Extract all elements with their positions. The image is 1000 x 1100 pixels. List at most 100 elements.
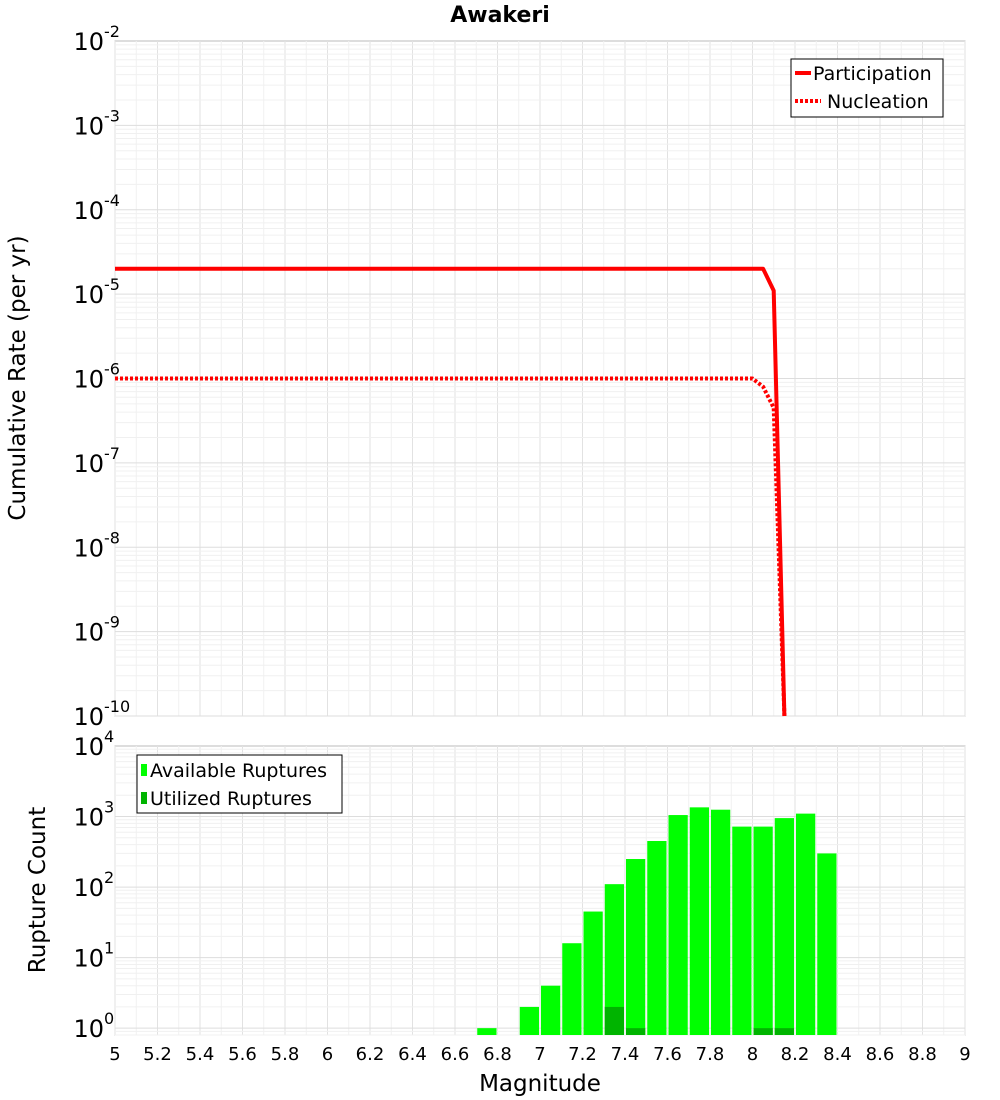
- available-rupture-bar: [711, 809, 731, 1035]
- available-rupture-bar: [583, 911, 603, 1035]
- count-y-tick-label: 10 4: [73, 727, 114, 761]
- rate-y-tick-label: 10 -9: [73, 613, 120, 647]
- count-legend-box: [136, 754, 343, 814]
- legend-nucleation-label: Nucleation: [827, 91, 929, 113]
- x-tick-label: 7.8: [696, 1044, 725, 1065]
- available-rupture-bar: [604, 884, 624, 1035]
- x-tick-label: 8.4: [823, 1044, 852, 1065]
- available-rupture-bar: [817, 853, 837, 1035]
- series-line-nucleation: [115, 376, 787, 717]
- available-rupture-bar: [562, 943, 582, 1035]
- count-bars: [477, 807, 837, 1035]
- rate-y-tick-label: 10 -2: [73, 22, 120, 56]
- x-tick-label: 8: [747, 1044, 758, 1065]
- rate-y-tick-base: 10: [73, 703, 104, 731]
- x-tick-label: 7.4: [611, 1044, 640, 1065]
- available-rupture-bar: [774, 818, 794, 1035]
- rate-y-tick-exponent: -4: [104, 191, 120, 210]
- rate-y-tick-exponent: -6: [104, 360, 120, 379]
- x-tick-label: 7.6: [653, 1044, 682, 1065]
- rate-y-axis-label: Cumulative Rate (per yr): [5, 235, 31, 520]
- count-y-tick-base: 10: [73, 804, 104, 832]
- rate-legend-box: [790, 58, 944, 118]
- rate-y-tick-label: 10 -3: [73, 106, 120, 140]
- utilized-rupture-bar: [774, 1028, 794, 1035]
- rate-y-tick-base: 10: [73, 281, 104, 309]
- rate-y-tick-base: 10: [73, 366, 104, 394]
- count-y-tick-label: 10 1: [73, 939, 114, 973]
- x-tick-label: 5: [109, 1044, 120, 1065]
- count-y-tick-exponent: 0: [104, 1009, 114, 1028]
- rate-legend: Participation Nucleation: [790, 58, 944, 118]
- rate-y-tick-base: 10: [73, 619, 104, 647]
- count-legend: Available Ruptures Utilized Ruptures: [136, 754, 343, 814]
- x-axis-label: Magnitude: [479, 1071, 601, 1097]
- legend-utilized-label: Utilized Ruptures: [150, 788, 312, 810]
- x-tick-label: 5.4: [186, 1044, 215, 1065]
- rate-y-tick-label: 10 -5: [73, 275, 120, 309]
- rate-y-tick-exponent: -10: [104, 697, 130, 716]
- series-line-participation: [115, 266, 787, 717]
- count-y-axis-label: Rupture Count: [25, 807, 51, 973]
- chart-title: Awakeri: [450, 3, 550, 28]
- rate-y-tick-label: 10 -10: [73, 697, 130, 731]
- x-tick-label: 5.8: [271, 1044, 300, 1065]
- x-tick-label: 7.2: [568, 1044, 597, 1065]
- rate-y-tick-base: 10: [73, 450, 104, 478]
- rate-y-tick-label: 10 -7: [73, 444, 120, 478]
- rate-y-tick-base: 10: [73, 28, 104, 56]
- x-tick-label: 7: [534, 1044, 545, 1065]
- available-rupture-bar: [689, 807, 709, 1035]
- available-rupture-bar: [541, 985, 561, 1035]
- x-tick-label: 5.6: [228, 1044, 257, 1065]
- available-rupture-bar: [753, 826, 773, 1035]
- count-y-tick-base: 10: [73, 945, 104, 973]
- x-tick-label: 6.8: [483, 1044, 512, 1065]
- rate-y-tick-base: 10: [73, 534, 104, 562]
- available-rupture-bar: [732, 826, 752, 1035]
- x-tick-label: 5.2: [143, 1044, 172, 1065]
- rate-y-tick-exponent: -8: [104, 528, 120, 547]
- available-rupture-bar: [796, 813, 816, 1035]
- available-rupture-bar: [626, 859, 646, 1035]
- legend-available-label: Available Ruptures: [150, 760, 327, 782]
- count-y-tick-label: 10 3: [73, 798, 114, 832]
- utilized-rupture-bar: [626, 1028, 646, 1035]
- count-y-tick-exponent: 1: [104, 939, 114, 958]
- count-y-tick-exponent: 2: [104, 868, 114, 887]
- rate-y-tick-label: 10 -8: [73, 528, 120, 562]
- rate-y-tick-base: 10: [73, 112, 104, 140]
- rate-y-tick-base: 10: [73, 197, 104, 225]
- count-y-tick-base: 10: [73, 874, 104, 902]
- x-tick-label: 6.4: [398, 1044, 427, 1065]
- x-tick-label: 6.2: [356, 1044, 385, 1065]
- utilized-rupture-bar: [604, 1006, 624, 1035]
- x-tick-label: 8.8: [908, 1044, 937, 1065]
- x-tick-label: 8.6: [866, 1044, 895, 1065]
- rate-plot-gridlines: [114, 41, 966, 717]
- rate-y-tick-exponent: -3: [104, 106, 120, 125]
- available-rupture-bar: [647, 841, 667, 1035]
- rate-y-tick-exponent: -5: [104, 275, 120, 294]
- x-tick-label: 6.6: [441, 1044, 470, 1065]
- count-y-tick-exponent: 3: [104, 798, 114, 817]
- rate-y-tick-exponent: -7: [104, 444, 120, 463]
- count-y-tick-label: 10 2: [73, 868, 114, 902]
- count-y-tick-base: 10: [73, 1015, 104, 1043]
- rate-y-tick-label: 10 -4: [73, 191, 120, 225]
- x-tick-labels: 5 5.2 5.4 5.6 5.8 6 6.2 6.4 6.6 6.8 7 7.2 7.4 7.6 7.8 8…: [109, 1044, 970, 1065]
- rate-y-tick-label: 10 -6: [73, 360, 120, 394]
- count-y-tick-base: 10: [73, 733, 104, 761]
- legend-utilized-swatch: [141, 792, 147, 804]
- x-tick-label: 6: [322, 1044, 333, 1065]
- x-tick-label: 9: [959, 1044, 970, 1065]
- available-rupture-bar: [519, 1006, 539, 1035]
- available-rupture-bar: [668, 815, 688, 1035]
- rate-y-tick-exponent: -9: [104, 613, 120, 632]
- utilized-rupture-bar: [753, 1028, 773, 1035]
